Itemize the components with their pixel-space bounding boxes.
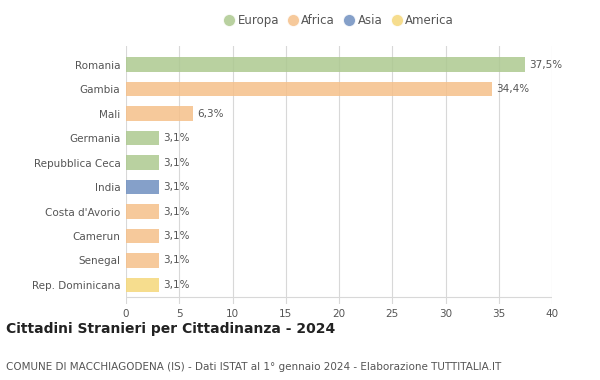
Text: COMUNE DI MACCHIAGODENA (IS) - Dati ISTAT al 1° gennaio 2024 - Elaborazione TUTT: COMUNE DI MACCHIAGODENA (IS) - Dati ISTA… — [6, 363, 501, 372]
Bar — [126, 57, 526, 72]
Bar — [126, 277, 159, 292]
Bar — [126, 155, 159, 170]
Bar — [126, 180, 159, 195]
Text: 3,1%: 3,1% — [163, 280, 190, 290]
Text: Cittadini Stranieri per Cittadinanza - 2024: Cittadini Stranieri per Cittadinanza - 2… — [6, 322, 335, 336]
Legend: Europa, Africa, Asia, America: Europa, Africa, Asia, America — [221, 10, 457, 30]
Text: 3,1%: 3,1% — [163, 133, 190, 143]
Text: 3,1%: 3,1% — [163, 206, 190, 217]
Bar — [126, 229, 159, 243]
Text: 3,1%: 3,1% — [163, 158, 190, 168]
Text: 3,1%: 3,1% — [163, 255, 190, 266]
Bar — [126, 204, 159, 219]
Bar — [126, 106, 193, 121]
Text: 6,3%: 6,3% — [197, 109, 224, 119]
Text: 3,1%: 3,1% — [163, 231, 190, 241]
Text: 37,5%: 37,5% — [530, 60, 563, 70]
Text: 3,1%: 3,1% — [163, 182, 190, 192]
Bar — [126, 82, 493, 97]
Bar — [126, 253, 159, 268]
Bar — [126, 131, 159, 146]
Text: 34,4%: 34,4% — [497, 84, 530, 94]
